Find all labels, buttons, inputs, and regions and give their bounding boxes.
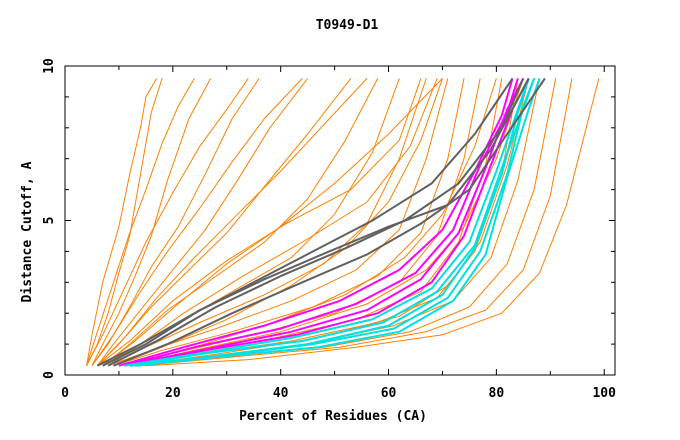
- series-line-29: [97, 78, 422, 367]
- chart-title: T0949-D1: [316, 18, 379, 33]
- series-line-24: [86, 78, 158, 366]
- series-line-17: [145, 78, 600, 367]
- series-line-5: [97, 78, 352, 367]
- y-tick-label: 5: [42, 217, 57, 225]
- x-axis-label: Percent of Residues (CA): [239, 409, 427, 424]
- y-axis-label: Distance Cutoff, A: [20, 161, 35, 302]
- series-line-8: [107, 78, 427, 367]
- series-line-41: [107, 78, 525, 367]
- x-tick-label: 20: [165, 386, 181, 401]
- series-line-23: [86, 78, 195, 366]
- x-tick-label: 0: [61, 386, 69, 401]
- x-tick-label: 40: [273, 386, 289, 401]
- series-line-3: [91, 78, 260, 366]
- series-line-1: [86, 78, 163, 366]
- series-line-39: [96, 77, 514, 367]
- series-line-6: [102, 78, 379, 367]
- series-line-32: [124, 77, 525, 367]
- x-tick-label: 80: [489, 386, 505, 401]
- series-line-4: [96, 78, 308, 366]
- y-tick-label: 0: [42, 371, 57, 379]
- tick-layer: 0 20 40 60 80 100 0 5 10: [42, 58, 616, 401]
- x-tick-label: 60: [381, 386, 397, 401]
- series-line-16: [140, 78, 573, 367]
- series-line-42: [113, 77, 546, 367]
- series-line-22: [86, 78, 249, 366]
- series-line-2: [91, 78, 212, 366]
- series-line-9: [107, 78, 449, 367]
- x-tick-label: 100: [592, 386, 616, 401]
- series-line-27: [135, 78, 530, 367]
- series-layer: [86, 77, 600, 367]
- series-line-26: [124, 78, 524, 367]
- series-line-21: [91, 78, 303, 366]
- series-line-35: [129, 78, 536, 367]
- y-tick-label: 10: [42, 58, 57, 74]
- series-line-33: [129, 77, 530, 367]
- series-line-19: [102, 78, 443, 367]
- series-line-31: [124, 78, 519, 367]
- series-line-38: [134, 78, 541, 367]
- series-line-30: [118, 78, 514, 367]
- series-line-37: [134, 78, 536, 367]
- series-line-20: [97, 78, 368, 367]
- series-line-40: [102, 77, 530, 367]
